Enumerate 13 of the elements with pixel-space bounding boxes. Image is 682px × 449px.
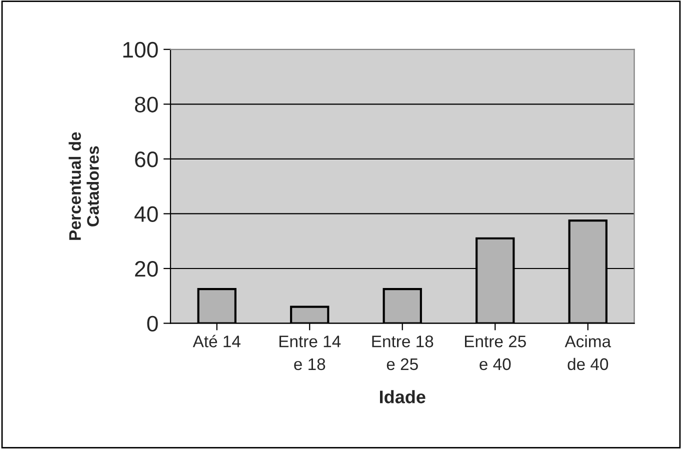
y-axis-title: Percentual de Catadores xyxy=(68,132,99,240)
y-tick-label: 80 xyxy=(134,96,158,112)
x-tick-label: Entre 18 e 25 xyxy=(372,336,434,370)
y-tick-label: 60 xyxy=(135,151,158,168)
x-tick-label: Até 14 xyxy=(192,334,240,348)
x-tick-label: Entre 25 e 40 xyxy=(465,336,526,370)
x-axis-title: Idade xyxy=(380,390,426,404)
x-tick-label: Entre 14 e 18 xyxy=(279,336,341,370)
y-tick-label: 100 xyxy=(123,42,158,58)
x-tick-label: Acima de 40 xyxy=(564,335,612,370)
y-tick-label: 40 xyxy=(134,206,158,222)
y-tick-label: 0 xyxy=(147,316,158,332)
y-tick-label: 20 xyxy=(135,261,158,277)
